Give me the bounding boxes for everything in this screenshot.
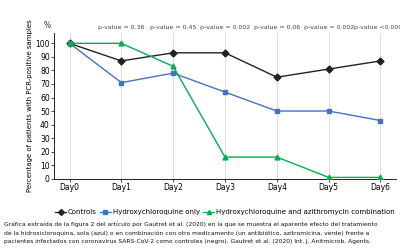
Text: p-value = 0.45: p-value = 0.45 xyxy=(150,25,196,30)
Y-axis label: Percentage of patients with PCR-positive samples: Percentage of patients with PCR-positive… xyxy=(26,19,32,192)
Legend: Controls, Hydroxychloroquine only, Hydroxychloroquine and azithromycin combinati: Controls, Hydroxychloroquine only, Hydro… xyxy=(56,209,394,215)
Text: p-value <0.0001: p-value <0.0001 xyxy=(354,25,400,30)
Text: p-value = 0.002: p-value = 0.002 xyxy=(200,25,250,30)
Text: p-value = 0.36: p-value = 0.36 xyxy=(98,25,144,30)
Text: Gráfica extraída de la figura 2 del artículo por Gautret et al. (2020) en la que: Gráfica extraída de la figura 2 del artí… xyxy=(4,221,378,227)
Text: de la hidroxicloroquina, sola (azul) o en combinación con otro medicamento (un a: de la hidroxicloroquina, sola (azul) o e… xyxy=(4,230,369,236)
Text: p-value = 0.002: p-value = 0.002 xyxy=(304,25,354,30)
Text: %: % xyxy=(44,20,50,30)
Text: pacientes infectados con coronavirus SARS-CoV-2 como controles (negro). Gautret : pacientes infectados con coronavirus SAR… xyxy=(4,240,371,244)
Text: p-value = 0.06: p-value = 0.06 xyxy=(254,25,300,30)
